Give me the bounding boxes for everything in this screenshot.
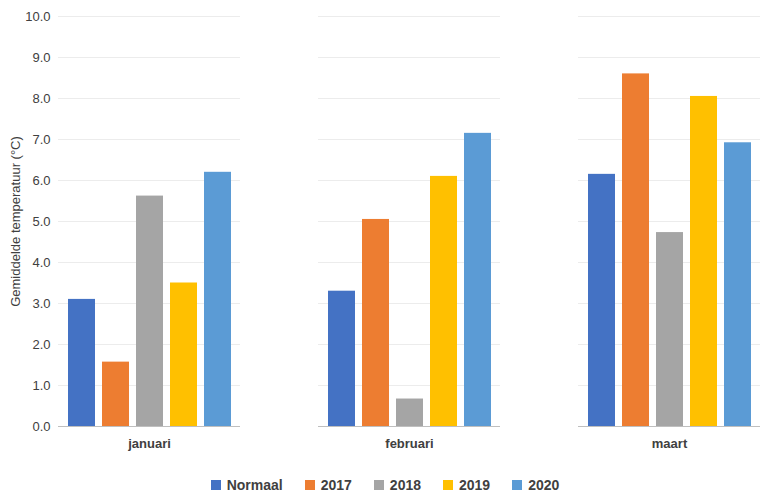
html-text:2017: 2017	[320, 477, 352, 493]
html-text:2018: 2018	[389, 477, 421, 493]
html-text:Normaal: Normaal	[226, 477, 283, 493]
svg-text:Gemiddelde temperatuur (°C): Gemiddelde temperatuur (°C)	[8, 136, 23, 307]
svg-text:0.0: 0.0	[32, 419, 50, 434]
svg-text:maart: maart	[652, 436, 688, 451]
svg-text:6.0: 6.0	[32, 173, 50, 188]
svg-text:10.0: 10.0	[25, 9, 50, 24]
html-text:2020: 2020	[528, 477, 560, 493]
svg-text:7.0: 7.0	[32, 132, 50, 147]
svg-text:1.0: 1.0	[32, 378, 50, 393]
svg-text:februari: februari	[385, 436, 433, 451]
svg-text:5.0: 5.0	[32, 214, 50, 229]
svg-text:januari: januari	[127, 436, 171, 451]
html-text:2019: 2019	[459, 477, 491, 493]
svg-text:9.0: 9.0	[32, 50, 50, 65]
svg-text:4.0: 4.0	[32, 255, 50, 270]
svg-text:8.0: 8.0	[32, 91, 50, 106]
svg-text:2.0: 2.0	[32, 337, 50, 352]
svg-text:3.0: 3.0	[32, 296, 50, 311]
